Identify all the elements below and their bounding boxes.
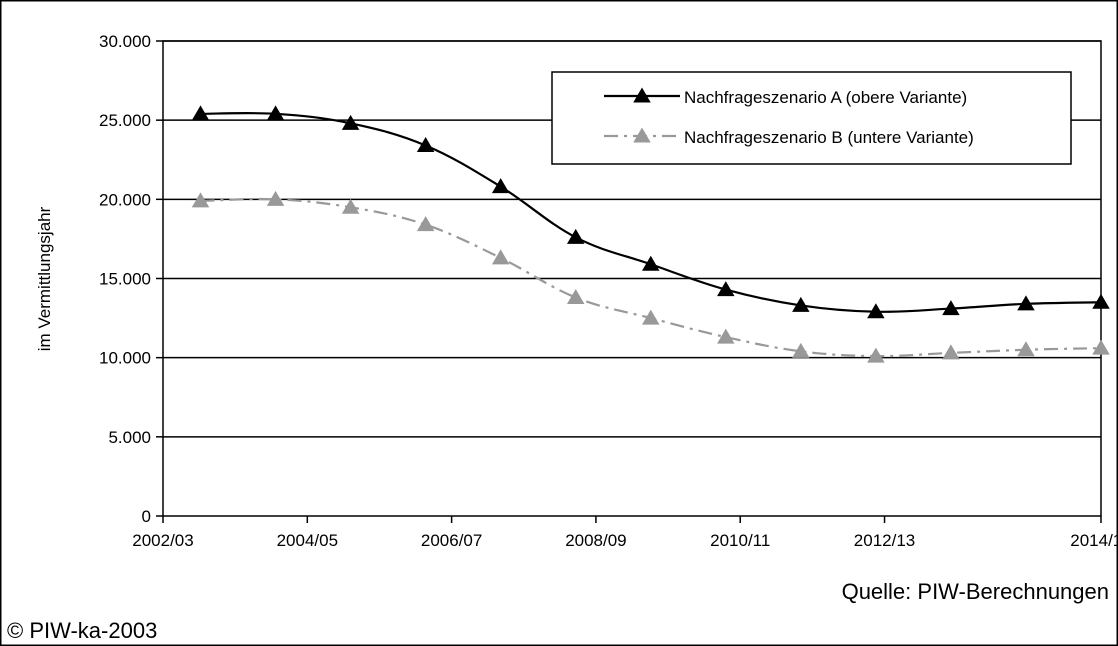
series-b-point: [416, 216, 435, 232]
x-tick-label: 2008/09: [565, 531, 626, 550]
series-b-point: [341, 198, 360, 214]
legend: Nachfrageszenario A (obere Variante) Nac…: [551, 71, 1072, 165]
x-tick-label: 2002/03: [132, 531, 193, 550]
series-b-point: [942, 344, 960, 360]
series-a-point: [341, 114, 360, 130]
legend-label-series-a: Nachfrageszenario A (obere Variante): [684, 88, 967, 107]
series-a-point: [416, 137, 435, 152]
legend-box: [551, 71, 1072, 165]
series-a-point: [717, 281, 735, 297]
x-tick-label: 2014/15: [1070, 531, 1118, 550]
series-a-point: [491, 178, 510, 194]
legend-marker-series-a: [633, 87, 651, 103]
y-tick-label: 20.000: [99, 190, 151, 209]
series-a-point: [792, 296, 810, 312]
series-b-line: [200, 197, 1102, 358]
series-a-point: [942, 300, 960, 316]
source-note: Quelle: PIW-Berechnungen: [842, 579, 1109, 604]
series-a-point: [566, 228, 585, 244]
y-tick-label: 10.000: [99, 349, 151, 368]
series-a-point: [1017, 295, 1035, 311]
series-group: [191, 105, 1110, 363]
y-tick-label: 5.000: [108, 428, 151, 447]
series-a-point: [1092, 293, 1110, 309]
axes: 0 5.000 10.000 15.000 20.000 25.000 30.000 2002…: [99, 32, 1118, 550]
x-tick-label: 2010/11: [710, 531, 770, 550]
series-b-point: [191, 192, 210, 208]
series-a-point: [191, 105, 210, 121]
series-a-point: [642, 255, 660, 271]
series-b-point: [1092, 339, 1110, 355]
y-tick-label: 0: [142, 507, 151, 526]
legend-marker-series-b: [633, 127, 651, 143]
series-a-point: [867, 303, 885, 319]
series-a-point: [266, 105, 285, 121]
series-b-point: [792, 342, 810, 358]
y-axis-label: im Vermittlungsjahr: [35, 206, 54, 351]
x-tick-label: 2004/05: [277, 531, 338, 550]
y-tick-label: 15.000: [99, 270, 151, 289]
copyright-note: © PIW-ka-2003: [7, 618, 157, 643]
x-tick-label: 2012/13: [854, 531, 915, 550]
series-b-point: [1017, 341, 1035, 357]
y-tick-label: 25.000: [99, 111, 151, 130]
series-b-point: [642, 309, 660, 325]
series-b-point: [717, 328, 735, 344]
y-tick-label: 30.000: [99, 32, 151, 51]
series-b-point: [566, 289, 585, 304]
series-b-point: [867, 347, 885, 363]
legend-items: [604, 87, 680, 143]
x-tick-label: 2006/07: [421, 531, 482, 550]
series-b-point: [266, 190, 285, 206]
legend-label-series-b: Nachfrageszenario B (untere Variante): [684, 128, 974, 147]
series-b-point: [491, 249, 510, 265]
